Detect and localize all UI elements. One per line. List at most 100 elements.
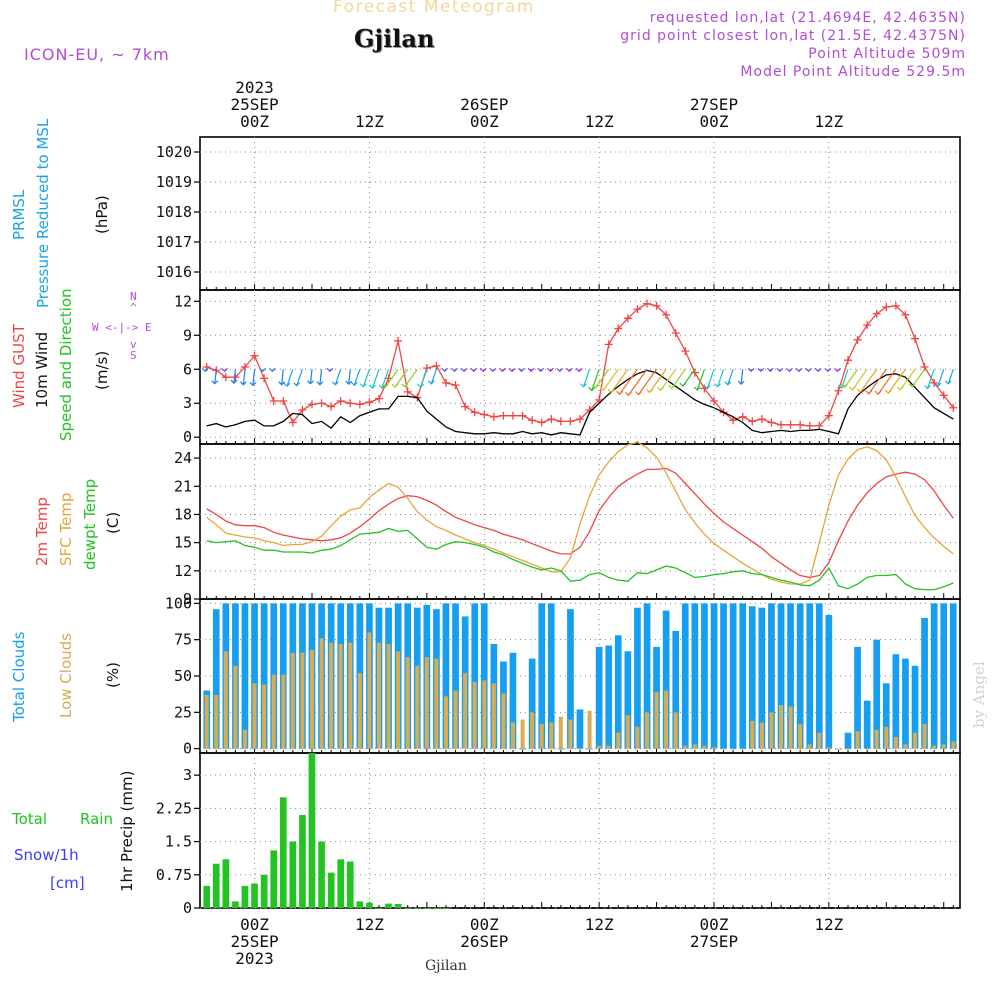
gust-marker	[767, 418, 776, 427]
wind-direction-arrow	[887, 368, 906, 394]
bar-low-clouds	[501, 693, 506, 749]
wind-arrow-head	[646, 389, 654, 394]
bar-total-rain	[442, 908, 450, 909]
wind-arrow-head	[278, 381, 286, 386]
location-title: Gjilan	[354, 24, 435, 53]
wind-arrow-head	[575, 367, 583, 373]
bar-low-clouds	[951, 741, 956, 749]
bar-low-clouds	[836, 748, 841, 750]
bar-total-clouds	[902, 658, 909, 749]
wind-arrow-head	[259, 367, 267, 373]
bar-low-clouds	[377, 642, 381, 749]
bar-total-rain	[366, 902, 373, 908]
panel-0	[194, 136, 961, 291]
bar-low-clouds	[214, 694, 219, 749]
bar-low-clouds	[511, 722, 515, 749]
gust-marker	[614, 324, 623, 333]
top-year-label: 2023	[235, 78, 274, 97]
y-tick-label: 12	[174, 292, 192, 310]
bar-total-rain	[308, 753, 316, 908]
gust-marker	[853, 335, 862, 344]
wind-direction-arrow	[430, 369, 437, 385]
bar-low-clouds	[759, 722, 764, 749]
bar-low-clouds	[444, 696, 448, 749]
bar-total-rain	[346, 861, 354, 908]
bottom-date-label: 27SEP	[690, 932, 738, 951]
bar-low-clouds	[645, 712, 649, 749]
gust-marker	[576, 415, 584, 424]
y-tick-label: 2.25	[156, 799, 192, 817]
gust-marker	[508, 411, 517, 420]
bar-total-clouds	[528, 658, 536, 749]
wind-arrow-head	[884, 389, 892, 394]
gust-marker	[930, 378, 939, 387]
wind-arrow-head	[795, 367, 803, 373]
bar-low-clouds	[826, 747, 831, 749]
wind-arrow-head	[345, 380, 353, 386]
panel-3	[194, 598, 961, 754]
gust-marker	[824, 411, 833, 420]
y-tick-label: 3	[183, 394, 192, 412]
wind-arrow-head	[766, 367, 774, 373]
compass-north: N	[130, 290, 137, 303]
bar-total-clouds	[825, 615, 833, 749]
y-tick-label: 0	[183, 899, 192, 917]
bar-total-rain	[203, 885, 211, 908]
gust-marker	[374, 394, 383, 403]
gust-marker	[518, 411, 527, 420]
bar-low-clouds	[568, 719, 573, 749]
wind-arrow-head	[293, 382, 301, 387]
wind-arrow-head	[924, 385, 931, 390]
gust-marker	[662, 310, 671, 319]
bar-low-clouds	[740, 748, 745, 750]
bar-total-clouds	[576, 709, 584, 749]
gust-marker	[777, 420, 786, 429]
gust-marker	[805, 421, 814, 430]
gust-marker	[432, 361, 441, 370]
wind-arrow-head	[944, 380, 952, 385]
bottom-hour-label: 00Z	[470, 915, 499, 934]
bottom-hour-label: 12Z	[814, 915, 843, 934]
bar-total-rain	[232, 901, 239, 908]
wind-direction-arrow	[610, 368, 629, 393]
wind-direction-arrow	[696, 369, 706, 391]
wind-arrow-head	[268, 367, 276, 373]
y-tick-label: 1.5	[165, 833, 192, 851]
wind-arrow-head	[417, 383, 425, 388]
bar-total-rain	[356, 901, 364, 908]
bottom-hour-label: 12Z	[355, 915, 384, 934]
bar-low-clouds	[243, 729, 247, 749]
wind-direction-arrow	[420, 369, 428, 388]
y-tick-label: 1020	[156, 143, 192, 161]
bar-low-clouds	[424, 657, 429, 749]
bar-total-clouds	[787, 603, 794, 749]
bar-total-clouds	[605, 645, 613, 749]
compass-down-arrow: v	[130, 338, 137, 351]
wind-arrow-head	[693, 386, 701, 391]
bar-total-clouds	[930, 603, 938, 749]
bar-low-clouds	[434, 658, 439, 749]
wind-arrow-head	[230, 379, 238, 384]
wind-direction-arrow	[602, 368, 619, 391]
bar-low-clouds	[903, 744, 908, 749]
gust-marker	[623, 314, 632, 323]
bar-total-clouds	[681, 603, 689, 749]
gust-marker	[307, 400, 316, 409]
wind-direction-arrow	[384, 368, 399, 388]
gust-marker	[403, 387, 412, 396]
bar-low-clouds	[664, 690, 669, 749]
bar-total-rain	[433, 908, 440, 909]
bar-low-clouds	[300, 652, 305, 749]
gust-marker	[298, 406, 307, 415]
bar-low-clouds	[779, 705, 783, 749]
wind-arrow-head	[824, 367, 832, 373]
model-altitude: Model Point Altitude 529.5m	[740, 64, 966, 80]
bar-total-clouds	[519, 748, 526, 750]
bar-low-clouds	[405, 657, 410, 749]
bar-low-clouds	[731, 748, 736, 750]
gust-marker	[250, 351, 259, 360]
bar-low-clouds	[683, 745, 688, 749]
bar-total-clouds	[758, 607, 766, 749]
bar-total-clouds	[672, 631, 680, 749]
bar-total-rain	[260, 874, 268, 908]
